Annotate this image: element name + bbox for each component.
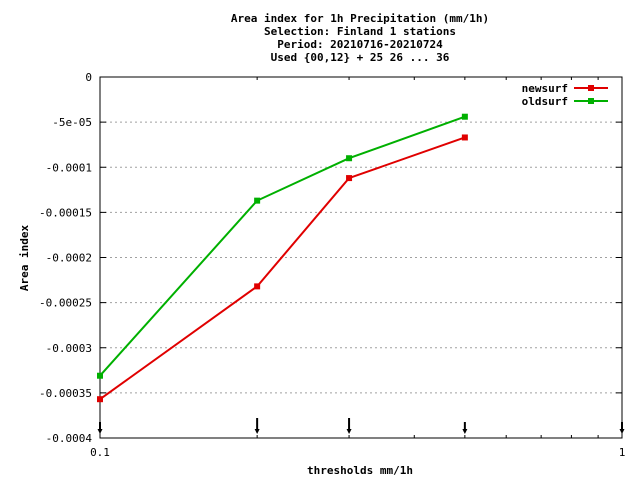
x-axis-ticks: 0.1 1 xyxy=(90,77,625,459)
legend-label-newsurf: newsurf xyxy=(522,82,568,95)
title-line-2: Selection: Finland 1 stations xyxy=(264,25,456,38)
series xyxy=(97,113,468,403)
data-point-newsurf xyxy=(346,175,353,182)
grid xyxy=(100,121,622,394)
data-point-oldsurf xyxy=(346,155,353,162)
series-oldsurf xyxy=(97,113,468,379)
threshold-marker xyxy=(254,418,260,434)
threshold-marker xyxy=(346,418,352,434)
y-tick-label: -0.0003 xyxy=(46,342,92,355)
y-tick-label: -0.00025 xyxy=(39,297,92,310)
x-axis-label: thresholds mm/1h xyxy=(307,464,413,477)
threshold-marker xyxy=(97,422,103,434)
y-tick-label: -0.00035 xyxy=(39,387,92,400)
threshold-marker xyxy=(462,422,468,434)
x-tick-label: 1 xyxy=(619,446,626,459)
data-point-oldsurf xyxy=(97,372,103,379)
data-point-oldsurf xyxy=(254,197,261,204)
y-tick-label: -5e-05 xyxy=(52,116,92,129)
title-line-1: Area index for 1h Precipitation (mm/1h) xyxy=(231,12,489,25)
data-point-newsurf xyxy=(97,396,103,403)
data-point-newsurf xyxy=(461,134,468,141)
threshold-marker-head xyxy=(346,429,352,434)
threshold-marker-head xyxy=(619,429,625,434)
y-axis-label: Area index xyxy=(18,225,31,292)
series-line-oldsurf xyxy=(99,115,466,377)
y-tick-label: 0 xyxy=(85,71,92,84)
threshold-marker-head xyxy=(254,429,260,434)
y-tick-label: -0.0002 xyxy=(46,252,92,265)
threshold-marker-head xyxy=(97,429,103,434)
y-tick-label: -0.0001 xyxy=(46,161,92,174)
legend-label-oldsurf: oldsurf xyxy=(522,95,568,108)
threshold-markers xyxy=(97,418,625,434)
threshold-marker-head xyxy=(462,429,468,434)
y-tick-label: -0.0004 xyxy=(46,432,93,445)
threshold-marker xyxy=(619,422,625,434)
data-point-oldsurf xyxy=(461,113,468,120)
series-line-newsurf xyxy=(99,136,466,401)
title-line-3: Period: 20210716-20210724 xyxy=(277,38,443,51)
x-tick-label: 0.1 xyxy=(90,446,110,459)
data-point-newsurf xyxy=(254,283,261,290)
chart-title: Area index for 1h Precipitation (mm/1h)S… xyxy=(231,12,489,64)
legend-marker-newsurf xyxy=(588,85,594,91)
series-newsurf xyxy=(97,134,468,403)
legend-marker-oldsurf xyxy=(588,98,594,104)
y-axis-ticks: 0 -5e-05 -0.0001 -0.00015 -0.0002 -0.00025 -0.… xyxy=(39,71,622,445)
y-tick-label: -0.00015 xyxy=(39,206,92,219)
title-line-4: Used {00,12} + 25 26 ... 36 xyxy=(271,51,450,64)
